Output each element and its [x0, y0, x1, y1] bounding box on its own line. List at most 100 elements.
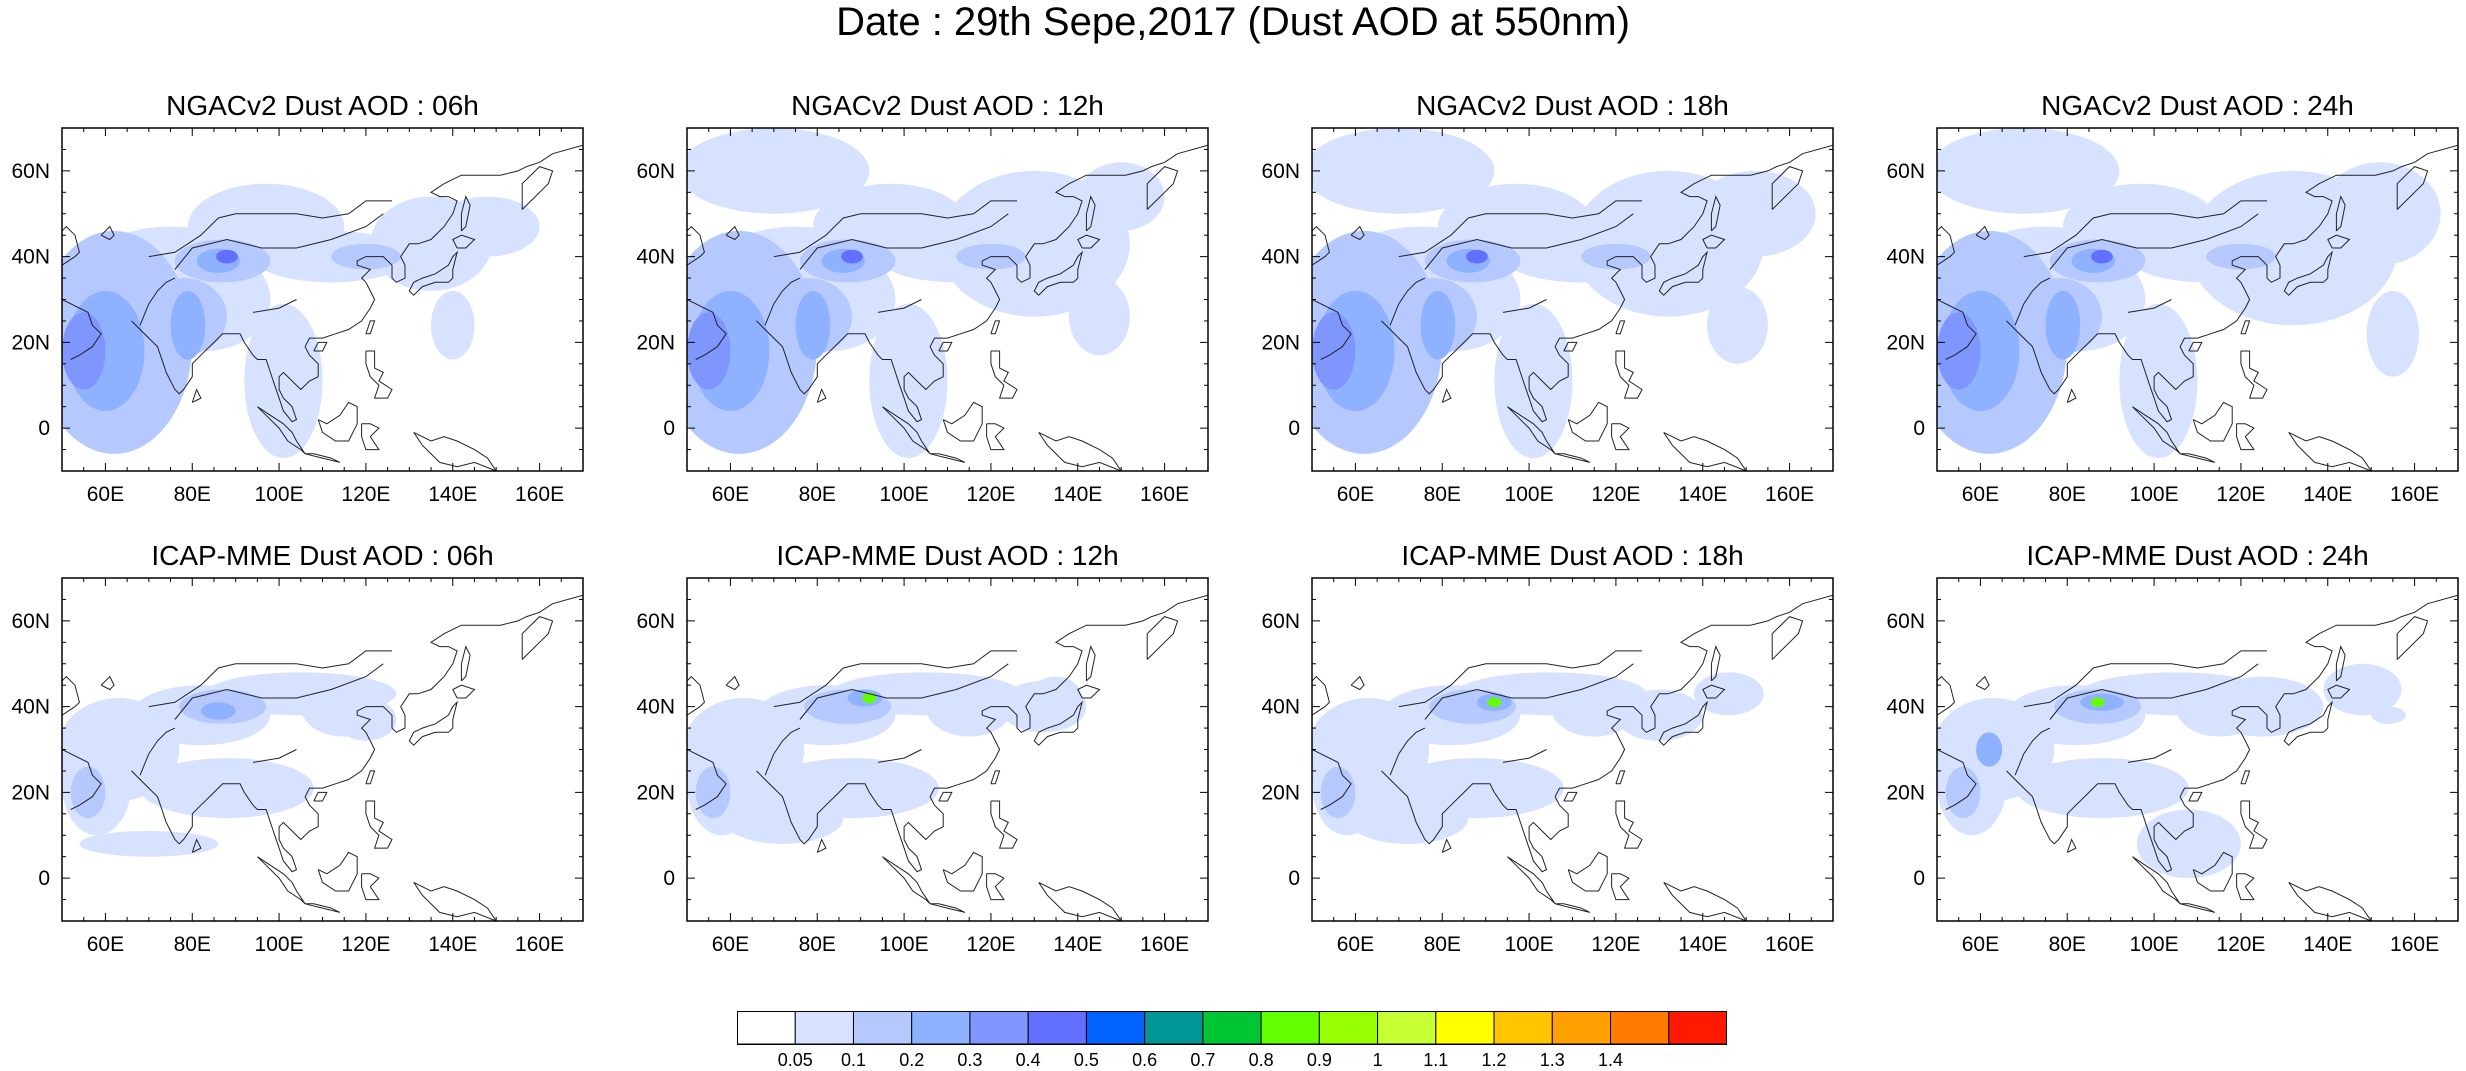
aod-region: [721, 792, 844, 844]
coastline: [1975, 225, 1990, 241]
coastline: [2288, 431, 2372, 471]
lon-tick-label: 120E: [1591, 933, 1640, 956]
lat-tick-label: 40N: [11, 696, 50, 719]
colorbar-swatch: [1668, 1011, 1727, 1045]
lat-tick-label: 40N: [1886, 696, 1925, 719]
lat-tick-label: 20N: [1261, 331, 1300, 354]
coastline: [2283, 700, 2334, 746]
panel-title: NGACv2 Dust AOD : 24h: [2041, 90, 2354, 121]
dust-aod-map: 60N 40N 20N 0 60E 80E 100E 120E 140E 160E: [1261, 577, 1834, 956]
dust-field: [62, 672, 397, 857]
coastline: [413, 431, 497, 471]
aod-region: [1466, 249, 1488, 264]
coastline: [361, 873, 380, 901]
aod-region: [2206, 245, 2259, 268]
coastline: [317, 851, 358, 892]
coastline: [1710, 645, 1721, 682]
colorbar-label: 0.7: [1190, 1050, 1215, 1070]
aod-region: [1945, 766, 1981, 819]
lon-tick-label: 100E: [2130, 933, 2179, 956]
lon-tick-label: 120E: [341, 483, 390, 506]
lat-tick-label: 20N: [11, 331, 50, 354]
lat-tick-label: 0: [38, 867, 50, 890]
dust-aod-map: 60N 40N 20N 0 60E 80E 100E 120E 140E 160E: [636, 577, 1209, 956]
lat-tick-label: 0: [1288, 417, 1300, 440]
aod-region: [1694, 170, 1816, 257]
lon-tick-label: 80E: [1424, 483, 1461, 506]
lat-tick-label: 60N: [636, 610, 675, 633]
coastline: [452, 684, 476, 699]
colorbar-swatch: [1085, 1011, 1146, 1045]
colorbar-label: 0.6: [1132, 1050, 1157, 1070]
coastline: [2240, 350, 2268, 399]
aod-region: [2201, 676, 2324, 737]
coastline: [2192, 401, 2233, 442]
tick-marks: [686, 577, 1209, 922]
coastline: [100, 225, 115, 241]
dust-field: [1937, 663, 2406, 879]
coastline: [1615, 800, 1643, 849]
tick-marks: [1311, 127, 1834, 472]
lon-tick-label: 80E: [2049, 933, 2086, 956]
lon-tick-label: 60E: [712, 483, 749, 506]
panel-ngac-06h: NGACv2 Dust AOD : 06h 60N 40N 20N 0 60E 80E 10…: [0, 88, 640, 506]
coastlines: [687, 144, 1208, 471]
coastline: [365, 350, 393, 399]
lat-tick-label: 60N: [1886, 160, 1925, 183]
coastline: [452, 234, 476, 249]
coastline: [317, 401, 358, 442]
coastline: [1038, 881, 1122, 921]
coastline: [1312, 225, 1330, 266]
coastline: [139, 727, 176, 776]
coastline: [816, 838, 827, 853]
coastline: [929, 903, 966, 913]
lat-tick-label: 0: [38, 417, 50, 440]
lon-tick-label: 120E: [2216, 933, 2265, 956]
panel-ngac-18h: NGACv2 Dust AOD : 18h 60N 40N 20N 0 60E 80E 10…: [1250, 88, 1890, 506]
colorbar-frame: [737, 1011, 1727, 1045]
coastline: [2288, 881, 2372, 921]
coastline: [1663, 881, 1747, 921]
coastline: [2049, 213, 2259, 270]
panel-title: NGACv2 Dust AOD : 18h: [1416, 90, 1729, 121]
coastline: [1441, 388, 1452, 403]
coastline: [1312, 675, 1330, 716]
lon-tick-label: 160E: [1765, 483, 1814, 506]
coastline: [62, 225, 80, 266]
lat-tick-label: 0: [1288, 867, 1300, 890]
lon-tick-label: 80E: [174, 933, 211, 956]
coastline: [1567, 401, 1608, 442]
lon-tick-label: 80E: [799, 483, 836, 506]
aod-region: [1976, 732, 2003, 767]
coastline: [882, 406, 931, 455]
coastline: [2236, 423, 2255, 451]
coastline: [1085, 645, 1096, 682]
lon-tick-label: 160E: [515, 483, 564, 506]
coastline: [725, 675, 740, 691]
coastline: [1937, 225, 1955, 266]
coastline: [2023, 650, 2267, 708]
coastline: [2396, 616, 2429, 660]
lat-tick-label: 40N: [1886, 246, 1925, 269]
aod-region: [1312, 312, 1356, 390]
coastline: [2023, 200, 2267, 258]
coastline: [1611, 423, 1630, 451]
coastline: [725, 225, 740, 241]
coastline: [990, 770, 1001, 785]
lat-tick-label: 20N: [636, 331, 675, 354]
panel-icap-24h: ICAP-MME Dust AOD : 24h 60N 40N 20N 0 60E 80E…: [1875, 538, 2466, 956]
coastline: [2396, 166, 2429, 210]
coastline: [1702, 684, 1726, 699]
coastline: [799, 213, 1009, 270]
lat-tick-label: 60N: [11, 610, 50, 633]
lat-tick-label: 0: [663, 867, 675, 890]
coastlines: [687, 594, 1208, 921]
coastline: [816, 388, 827, 403]
coastline: [62, 299, 102, 360]
coastline: [1554, 453, 1591, 463]
coastline: [2006, 594, 2458, 873]
coastline: [2240, 800, 2268, 849]
lon-tick-label: 140E: [2303, 483, 2352, 506]
coastline: [1033, 250, 1084, 296]
coastline: [191, 388, 202, 403]
